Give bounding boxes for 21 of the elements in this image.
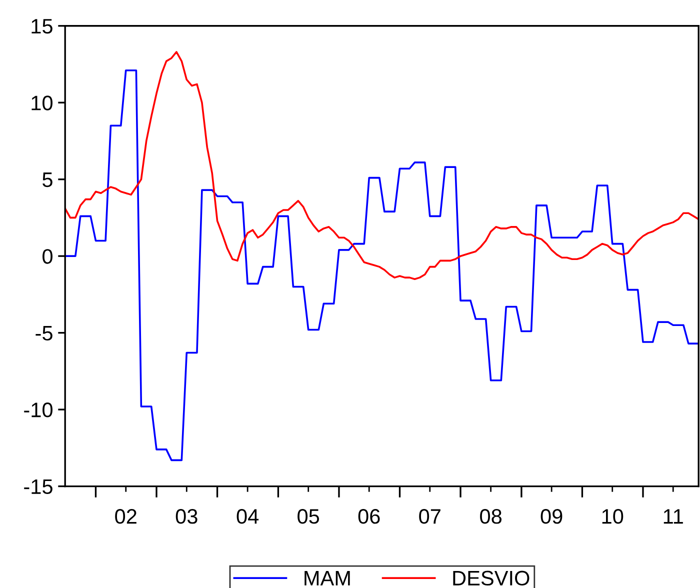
- line-series: [65, 51, 699, 280]
- legend-label: DESVIO: [453, 570, 530, 586]
- legend-label: MAM: [304, 571, 350, 586]
- y-tick-label: -10: [24, 402, 52, 418]
- x-tick-label: 11: [664, 509, 683, 524]
- x-tick-label: 04: [236, 509, 259, 524]
- x-tick-label: 03: [176, 509, 198, 524]
- y-tick-label: 15: [32, 19, 52, 34]
- y-tick-label: 0: [42, 249, 52, 264]
- y-tick-label: -5: [36, 326, 52, 341]
- x-tick-label: 07: [419, 509, 440, 524]
- line-series: [65, 69, 699, 462]
- x-tick-label: 10: [602, 509, 624, 524]
- y-tick-label: 10: [32, 96, 52, 110]
- x-tick-label: 05: [298, 509, 320, 524]
- x-tick-label: 08: [480, 509, 502, 524]
- x-tick-label: 09: [540, 509, 562, 524]
- x-tick-label: 06: [358, 509, 380, 524]
- x-tick-label: 02: [115, 509, 136, 524]
- y-tick-label: 5: [42, 172, 52, 188]
- y-tick-label: -15: [24, 479, 52, 494]
